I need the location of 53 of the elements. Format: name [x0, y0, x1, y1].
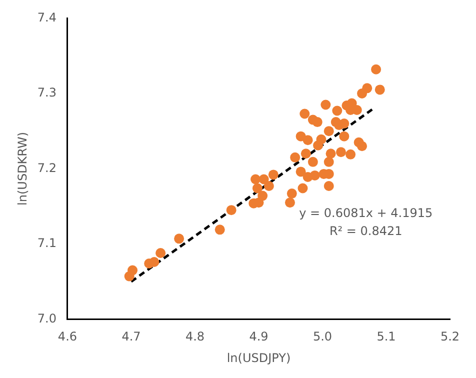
point — [324, 156, 334, 167]
point — [339, 131, 350, 142]
point — [174, 234, 184, 244]
point — [308, 156, 318, 167]
point — [308, 114, 318, 125]
point — [326, 148, 336, 159]
x-tick-label: 4.9 — [249, 330, 268, 344]
point — [339, 118, 350, 129]
point — [374, 84, 385, 95]
y-tick-label: 7.1 — [37, 236, 56, 250]
y-tick-label: 7.2 — [37, 160, 56, 175]
x-tick-label: 5.1 — [376, 330, 396, 344]
x-tick-label: 4.6 — [58, 330, 78, 344]
y-tick-label: 7.4 — [37, 10, 56, 24]
point — [310, 170, 320, 180]
point — [226, 205, 236, 216]
point — [258, 174, 269, 184]
point — [357, 141, 368, 152]
point — [332, 106, 342, 116]
x-tick-label: 4.8 — [185, 330, 205, 344]
y-tick-label: 7.3 — [37, 86, 56, 100]
point — [324, 181, 334, 192]
annotation: y = 0.6081x + 4.1915 — [299, 206, 433, 220]
x-tick-label: 5.2 — [440, 330, 460, 344]
point — [298, 183, 308, 194]
point — [286, 188, 297, 199]
point — [300, 148, 311, 159]
point — [357, 88, 368, 98]
point — [149, 257, 160, 268]
point — [156, 248, 166, 258]
point — [320, 100, 331, 110]
point — [316, 134, 326, 144]
y-axis-title: ln(USDKRW) — [15, 132, 30, 206]
x-axis-title: ln(USDJPY) — [226, 350, 291, 365]
point — [290, 152, 300, 162]
point — [300, 108, 310, 119]
point — [264, 181, 274, 192]
point — [371, 64, 382, 74]
point — [268, 170, 278, 180]
point — [128, 265, 138, 276]
x-tick-label: 5.0 — [312, 330, 332, 344]
point — [302, 135, 313, 146]
x-tick-label: 4.7 — [122, 330, 141, 344]
point — [296, 166, 306, 177]
point — [336, 147, 346, 158]
point — [284, 198, 295, 208]
point — [214, 224, 225, 235]
point — [258, 190, 268, 201]
annotation: R² = 0.8421 — [329, 224, 402, 238]
point — [324, 126, 334, 136]
point — [346, 149, 356, 160]
point — [252, 183, 262, 194]
y-tick-label: 7.0 — [37, 311, 56, 326]
